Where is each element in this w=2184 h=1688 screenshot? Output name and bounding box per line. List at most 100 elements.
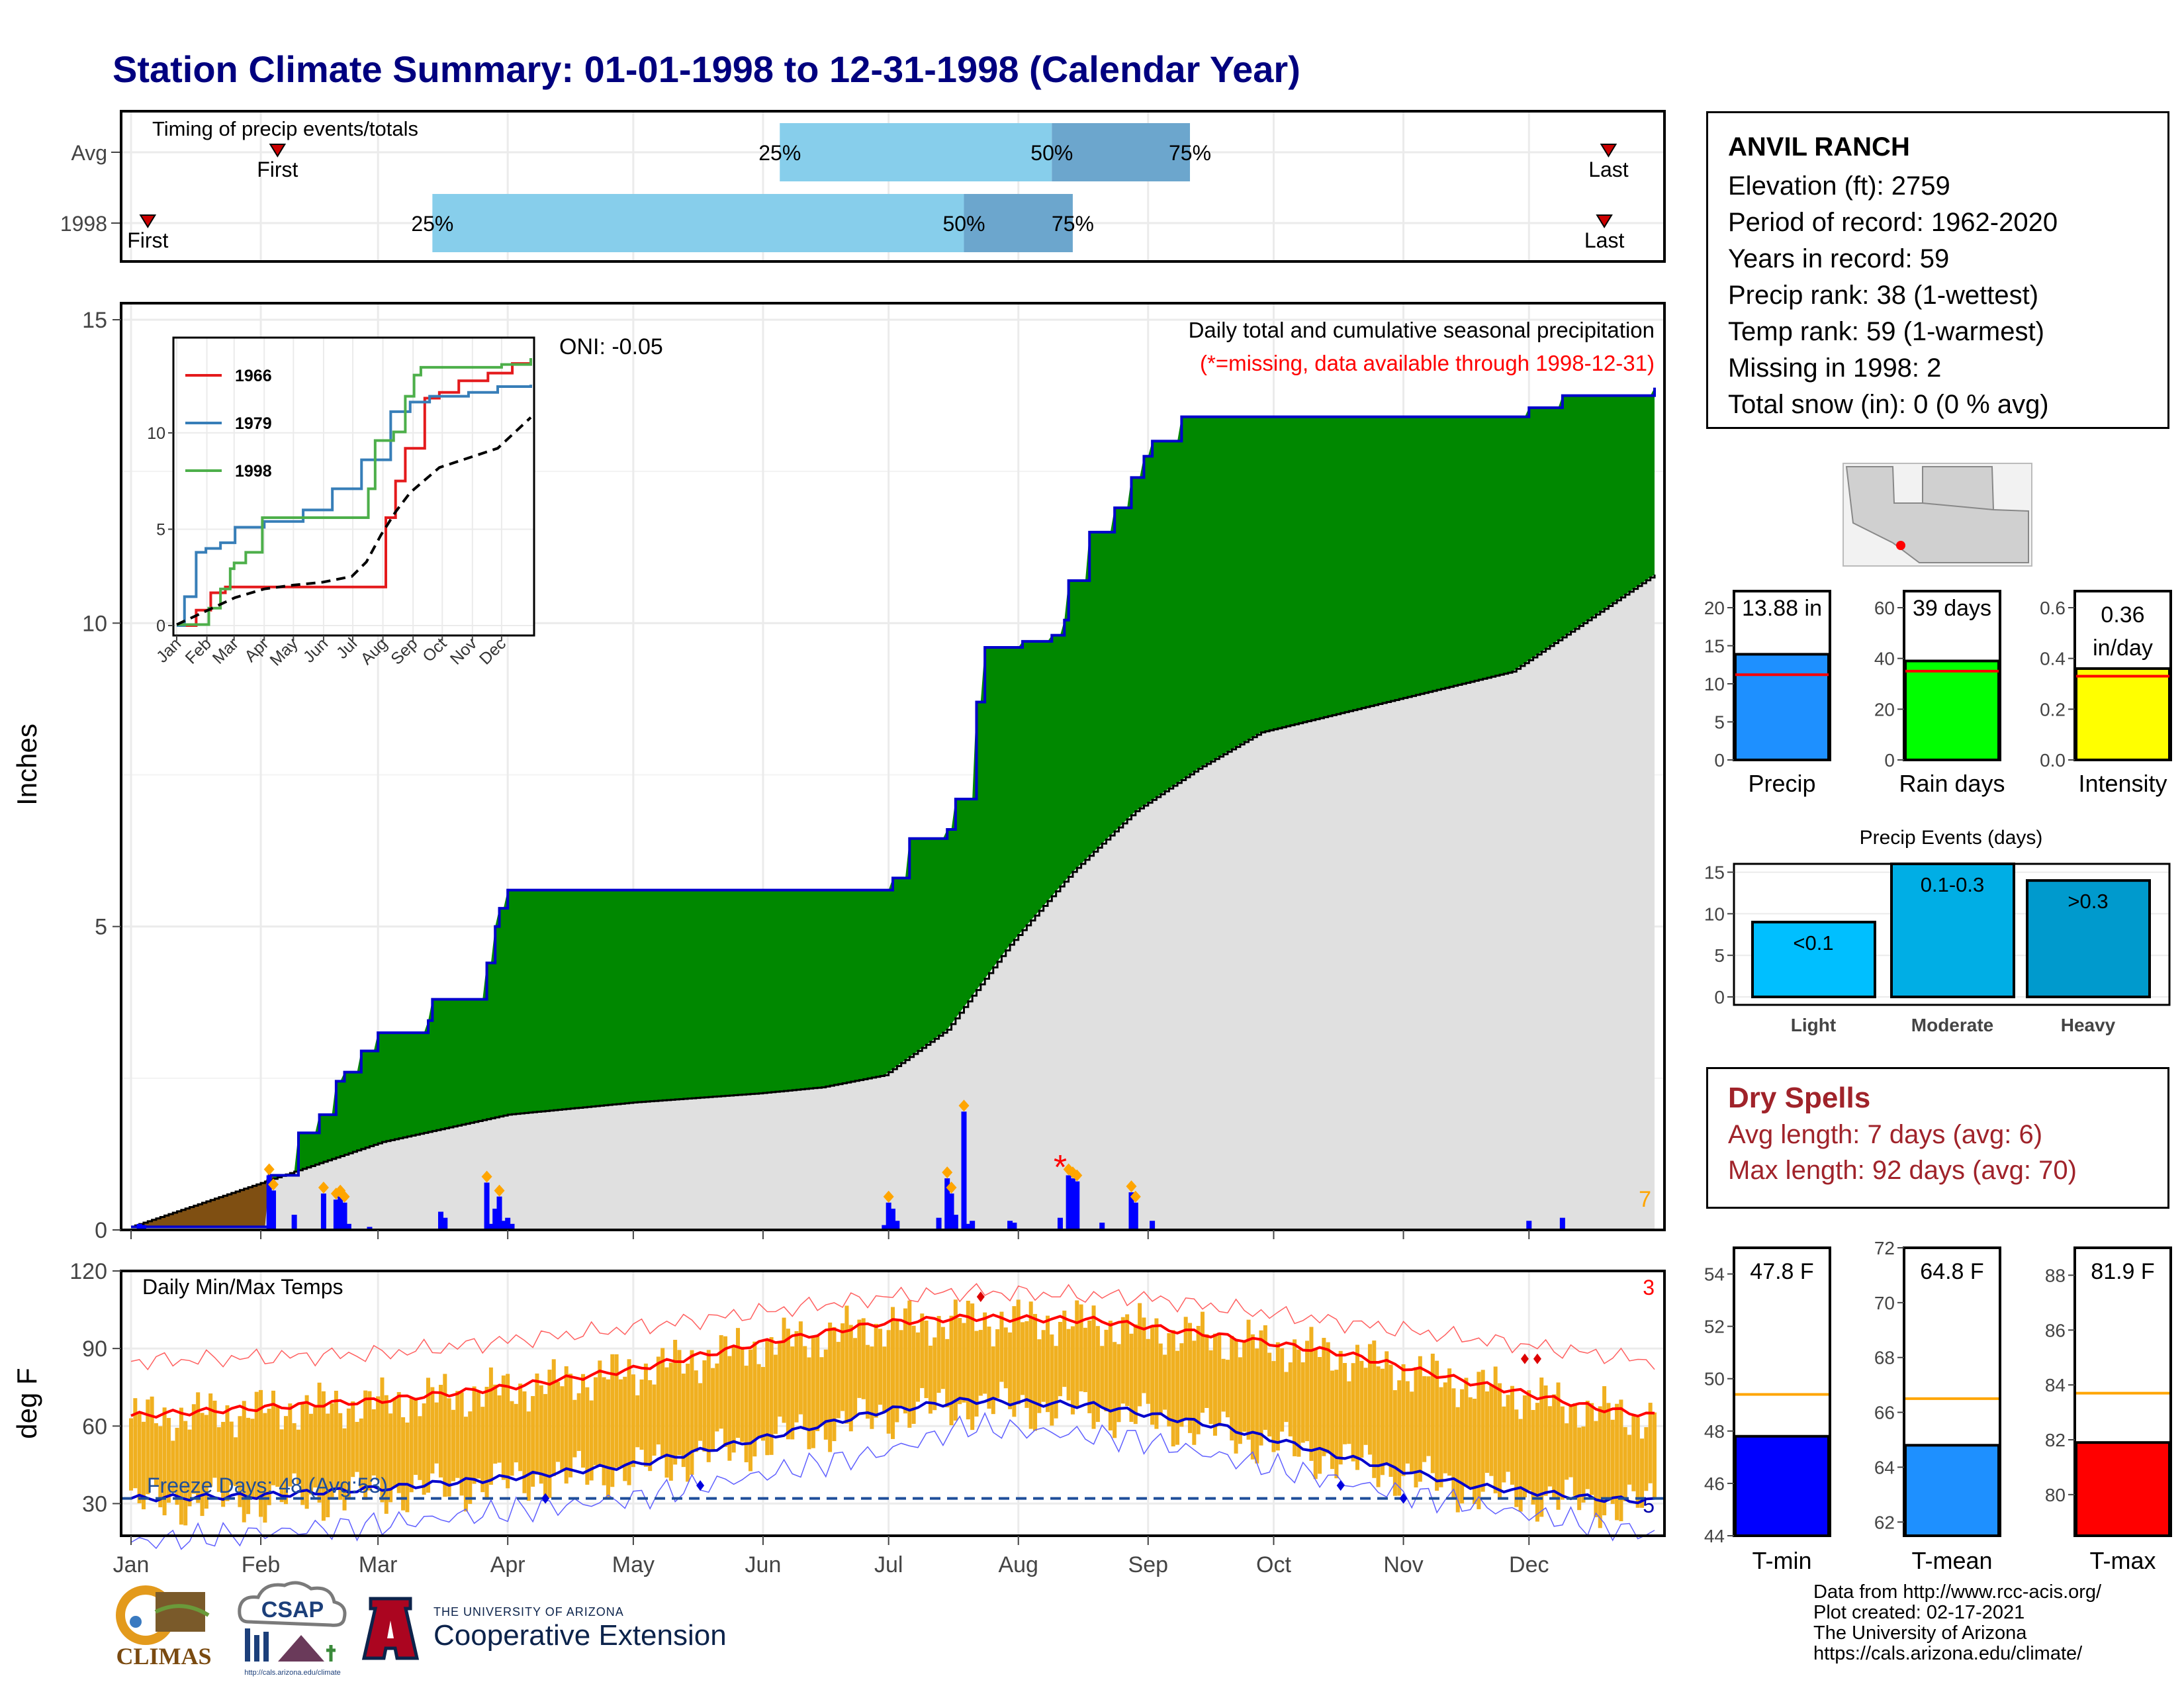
daily-temp-bar	[962, 1323, 966, 1403]
summary-bar-0	[1734, 653, 1830, 761]
daily-temp-bar	[1142, 1317, 1146, 1393]
record-low-marker	[696, 1480, 705, 1491]
daily-temp-bar	[388, 1413, 393, 1503]
daily-temp-bar	[472, 1386, 477, 1484]
daily-temp-bar	[342, 1428, 347, 1511]
daily-temp-bar	[1648, 1403, 1653, 1483]
daily-temp-bar	[1091, 1305, 1096, 1429]
summary-category-label: Intensity	[2078, 770, 2167, 797]
temp-summary-category-label: T-min	[1752, 1547, 1812, 1574]
daily-temp-bar	[1200, 1311, 1205, 1413]
daily-temp-bar	[1238, 1357, 1242, 1444]
daily-temp-bar	[1455, 1407, 1460, 1513]
daily-temp-bar	[288, 1403, 293, 1487]
large-event-marker	[481, 1170, 492, 1183]
missing-data-marker: *	[1054, 1149, 1067, 1187]
daily-temp-bar	[1108, 1321, 1113, 1430]
timing-bar-25-50-0	[780, 123, 1052, 181]
inset-series-average	[176, 416, 532, 626]
last-label-1: Last	[1584, 228, 1625, 252]
daily-temp-bar	[271, 1390, 276, 1485]
daily-temp-bar	[1473, 1398, 1477, 1505]
summary-value-label: 13.88 in	[1742, 596, 1822, 621]
daily-temp-bar	[907, 1300, 912, 1428]
daily-temp-bar	[1388, 1364, 1393, 1477]
daily-temp-bar	[1100, 1346, 1105, 1408]
inset-legend-label: 1979	[235, 414, 272, 433]
daily-temp-bar	[279, 1429, 284, 1503]
events-bar-label: 0.1-0.3	[1921, 873, 1985, 896]
temp-x-tick-label: Jun	[745, 1552, 782, 1577]
daily-precip-bar	[136, 1223, 142, 1230]
daily-temp-bar	[1280, 1348, 1285, 1432]
oni-label: ONI: -0.05	[559, 334, 663, 359]
temp-summary-y-tick-label: 80	[2045, 1485, 2066, 1505]
temp-summary-bar-0	[1734, 1434, 1830, 1538]
daily-temp-bar	[1376, 1366, 1381, 1487]
last-marker-0	[1600, 144, 1617, 158]
daily-temp-bar	[1347, 1381, 1351, 1444]
precip-annotation-missing: (*=missing, data available through 1998-…	[1200, 351, 1655, 375]
temp-panel: 30 60 90 120 deg F Daily Min/Max Temps Freeze …	[11, 1259, 1666, 1577]
daily-temp-bar	[238, 1416, 242, 1507]
temp-y-tick-label: 90	[82, 1336, 107, 1362]
daily-temp-bar	[476, 1392, 480, 1479]
daily-temp-bar	[765, 1340, 770, 1456]
daily-temp-bar	[1385, 1351, 1389, 1466]
daily-temp-bar	[1631, 1414, 1636, 1491]
temp-summary-y-tick-label: 88	[2045, 1265, 2066, 1286]
daily-temp-bar	[535, 1373, 539, 1475]
first-label-0: First	[257, 158, 298, 181]
precip-annotation-title: Daily total and cumulative seasonal prec…	[1189, 318, 1655, 342]
daily-temp-bar	[936, 1315, 941, 1393]
daily-temp-bar	[129, 1418, 133, 1491]
csap-logo: CSAP http://cals.arizona.edu/climate	[238, 1581, 347, 1677]
events-y-tick-label: 5	[1714, 945, 1725, 966]
daily-temp-bar	[949, 1315, 954, 1425]
daily-temp-bar	[715, 1363, 719, 1432]
daily-temp-bar	[1133, 1324, 1138, 1425]
daily-temp-bar	[1602, 1386, 1607, 1516]
temp-x-tick-label: Nov	[1383, 1552, 1423, 1577]
events-bar-moderate	[1890, 863, 2015, 998]
credit-data-source: Data from http://www.rcc-acis.org/	[1813, 1581, 2102, 1603]
csap-wordmark: CSAP	[261, 1597, 324, 1622]
daily-temp-bar	[593, 1377, 598, 1466]
station-info-box: ANVIL RANCH Elevation (ft): 2759 Period …	[1706, 111, 2169, 429]
daily-temp-bar	[1146, 1338, 1150, 1404]
daily-temp-bar	[786, 1329, 790, 1440]
daily-temp-bar	[978, 1330, 983, 1396]
summary-y-tick-label: 0	[1714, 750, 1725, 771]
daily-temp-bar	[736, 1328, 741, 1438]
daily-temp-bar	[1267, 1352, 1272, 1437]
daily-temp-bar	[1255, 1348, 1259, 1464]
daily-temp-bar	[756, 1364, 761, 1439]
large-event-marker	[1126, 1180, 1137, 1193]
daily-precip-bar	[492, 1208, 498, 1230]
daily-temp-bar	[543, 1393, 548, 1501]
daily-temp-bar	[196, 1392, 201, 1503]
temp-summary-y-tick-label: 68	[1874, 1348, 1895, 1368]
logo-row: CLIMAS CSAP http://cals.arizona.edu/clim…	[109, 1579, 745, 1678]
daily-temp-bar	[1104, 1329, 1109, 1411]
daily-temp-bar	[1242, 1341, 1247, 1432]
daily-temp-bar	[1003, 1327, 1008, 1389]
summary-value-label: in/day	[2093, 635, 2153, 661]
daily-precip-bar	[338, 1196, 343, 1230]
daily-temp-bar	[1565, 1423, 1569, 1480]
temp-count-top: 3	[1643, 1276, 1655, 1299]
daily-temp-bar	[1522, 1395, 1527, 1498]
temp-x-tick-label: Oct	[1256, 1552, 1291, 1577]
daily-temp-bar	[1175, 1350, 1180, 1445]
daily-temp-bar	[987, 1327, 991, 1409]
daily-temp-bar	[1297, 1349, 1301, 1457]
daily-temp-bar	[1309, 1327, 1314, 1461]
station-elevation: Elevation (ft): 2759	[1728, 171, 1950, 201]
summary-category-label: Rain days	[1899, 770, 2005, 797]
daily-temp-bar	[1489, 1385, 1494, 1476]
summary-y-tick-label: 20	[1704, 598, 1725, 618]
daily-temp-bar	[451, 1409, 455, 1481]
cumulative-1998-line	[131, 387, 1656, 1229]
daily-temp-bar	[1367, 1344, 1372, 1455]
daily-temp-bar	[1615, 1403, 1619, 1521]
